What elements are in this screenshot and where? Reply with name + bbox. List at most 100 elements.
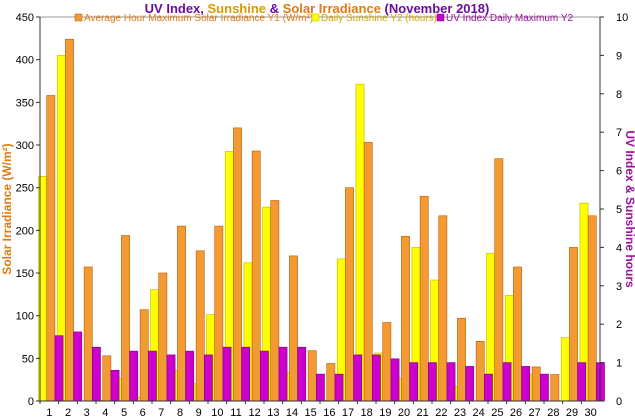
bar-solar — [345, 187, 354, 402]
bar-solar — [326, 363, 336, 402]
bar-solar — [102, 355, 112, 402]
right-axis-tick-label: 6 — [616, 166, 622, 178]
bar-solar — [569, 247, 578, 402]
bar-uv — [148, 350, 157, 402]
left-axis-tick-label: 200 — [16, 225, 34, 237]
legend-sunshine-swatch — [311, 13, 320, 22]
bar-uv — [577, 362, 587, 402]
right-axis-tick-label: 5 — [616, 204, 622, 216]
left-axis-tick-label: 300 — [16, 140, 34, 152]
x-axis-tick-label: 4 — [102, 407, 108, 419]
x-axis-tick-label: 2 — [65, 407, 71, 419]
x-axis-tick-label: 23 — [454, 407, 466, 419]
right-axis-tick-label: 4 — [616, 242, 622, 254]
bar-solar — [158, 272, 168, 402]
bar-uv — [54, 335, 64, 402]
left-axis-tick-label: 450 — [16, 12, 34, 24]
left-axis-tick-label: 350 — [16, 97, 34, 109]
chart-title-part: (November 2018) — [381, 1, 489, 16]
left-axis-tick-label: 0 — [28, 396, 34, 408]
x-axis-tick-label: 16 — [323, 407, 335, 419]
bar-solar — [531, 366, 541, 402]
bar-uv — [446, 362, 456, 402]
bar-solar — [177, 225, 186, 402]
bar-uv — [353, 354, 363, 402]
bar-solar — [233, 127, 242, 402]
right-axis-tick-label: 7 — [616, 127, 622, 139]
legend-uv-swatch — [436, 13, 445, 22]
x-axis-tick-label: 21 — [417, 407, 429, 419]
bar-solar — [251, 150, 261, 402]
bar-uv — [166, 354, 176, 402]
bar-solar — [419, 195, 429, 402]
bar-solar — [139, 309, 149, 402]
bar-solar — [587, 215, 597, 402]
bar-uv — [73, 331, 83, 402]
x-axis-tick-label: 19 — [379, 407, 391, 419]
bar-uv — [502, 362, 512, 402]
bar-uv — [297, 346, 307, 402]
bar-solar — [46, 95, 56, 402]
x-axis-tick-label: 24 — [473, 407, 485, 419]
bar-sunshine — [560, 337, 570, 402]
bar-solar — [270, 200, 280, 402]
bar-uv — [521, 366, 531, 402]
chart-title: UV Index, Sunshine & Solar Irradiance (N… — [145, 1, 490, 16]
x-axis-tick-label: 9 — [196, 407, 202, 419]
x-axis-tick-label: 3 — [84, 407, 90, 419]
x-axis-tick-label: 6 — [140, 407, 146, 419]
x-axis-tick-label: 14 — [286, 407, 298, 419]
right-axis-tick-label: 1 — [616, 358, 622, 370]
bar-uv — [390, 358, 400, 402]
x-axis-tick-label: 26 — [510, 407, 522, 419]
chart-title-part: & — [266, 1, 283, 16]
bar-solar — [550, 374, 560, 402]
bar-uv — [241, 346, 251, 402]
bar-solar — [363, 142, 373, 402]
right-axis-tick-label: 0 — [616, 396, 622, 408]
left-axis-tick-label: 400 — [16, 55, 34, 67]
right-axis-title: UV Index & Sunshine hours — [623, 130, 635, 288]
x-axis-tick-label: 20 — [398, 407, 410, 419]
x-axis-tick-label: 13 — [267, 407, 279, 419]
chart-title-part: UV Index — [145, 1, 201, 16]
bar-uv — [259, 350, 269, 402]
bar-uv — [92, 346, 101, 402]
bar-solar — [307, 350, 317, 402]
bar-solar — [438, 215, 448, 402]
bar-solar — [494, 158, 504, 402]
left-axis-tick-label: 50 — [22, 353, 34, 365]
x-axis-tick-label: 5 — [121, 407, 127, 419]
x-axis-tick-label: 10 — [211, 407, 223, 419]
left-axis-tick-label: 150 — [16, 268, 34, 280]
bar-solar — [513, 266, 522, 402]
x-axis-tick-label: 11 — [230, 407, 241, 419]
right-axis-tick-label: 2 — [616, 319, 622, 331]
x-axis-tick-label: 30 — [585, 407, 597, 419]
bar-uv — [409, 362, 419, 402]
x-axis-tick-label: 25 — [491, 407, 503, 419]
legend-uv-label: UV Index Daily Maximum Y2 — [446, 13, 574, 24]
bar-uv — [204, 354, 213, 402]
x-axis-tick-label: 22 — [435, 407, 447, 419]
x-axis-tick-label: 17 — [342, 407, 354, 419]
x-axis-tick-label: 7 — [158, 407, 164, 419]
x-axis-tick-label: 12 — [249, 407, 261, 419]
bar-sunshine — [355, 83, 365, 402]
bar-uv — [483, 373, 493, 402]
left-axis-title: Solar Irradiance (W/m²) — [0, 143, 14, 274]
x-axis-tick-label: 28 — [547, 407, 559, 419]
x-axis-tick-label: 27 — [529, 407, 541, 419]
x-axis-tick-label: 1 — [46, 407, 52, 419]
legend-sunshine-label: Daily Sunshine Y2 (hours) — [321, 13, 437, 24]
chart-title-part: Solar Irradiance — [283, 1, 381, 16]
bar-uv — [185, 350, 195, 402]
bar-solar — [457, 317, 466, 402]
bar-solar — [83, 266, 93, 402]
bar-uv — [427, 362, 437, 402]
bar-solar — [401, 236, 410, 402]
right-axis-tick-label: 10 — [616, 12, 628, 24]
bar-uv — [539, 373, 549, 402]
x-axis-tick-label: 15 — [305, 407, 317, 419]
